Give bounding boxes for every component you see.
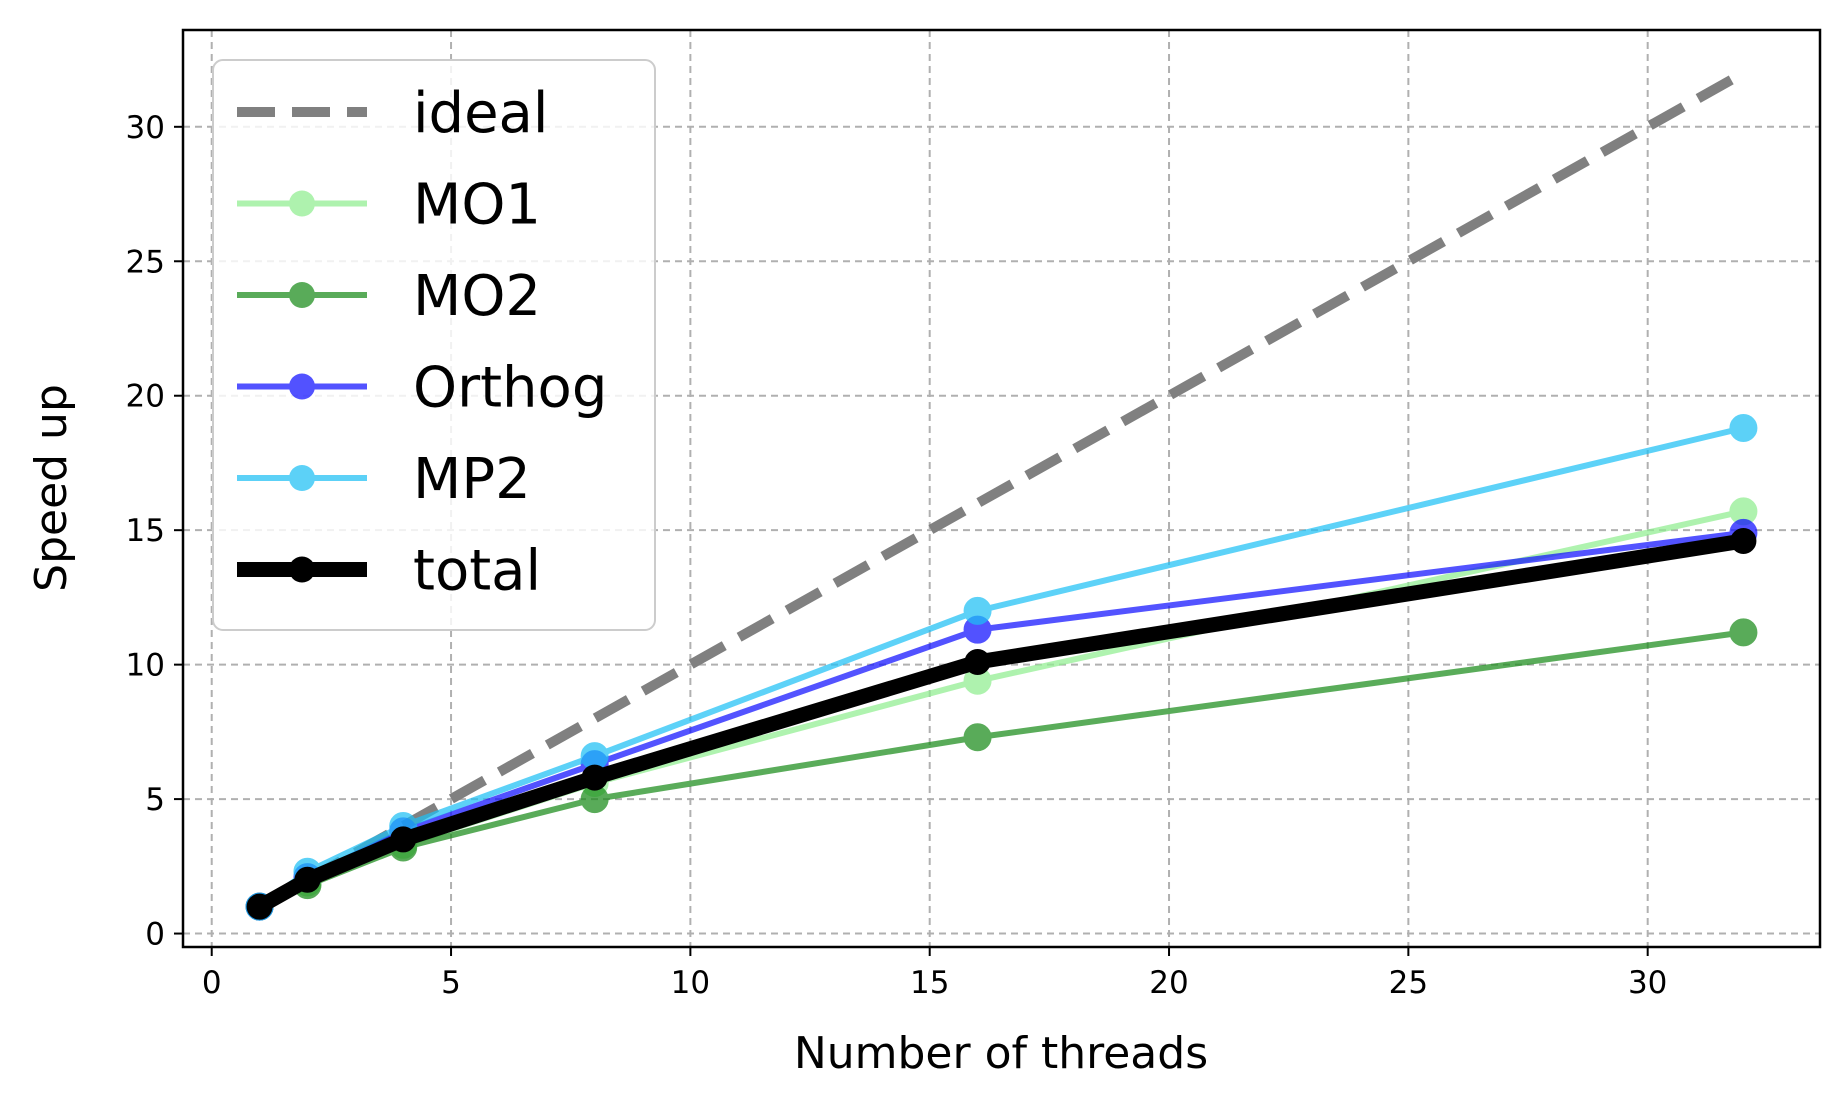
ticks: 0 5 10 15 20 25 30 0 5 10 15 20 25 30 — [126, 110, 1668, 1001]
data-point-total — [294, 866, 321, 893]
legend: ideal MO1 MO2 Orthog MP2 total — [212, 59, 656, 631]
legend-marker-mp2 — [289, 465, 315, 491]
series-ideal — [257, 68, 1746, 912]
data-point-total — [246, 893, 273, 920]
series-total — [246, 527, 1757, 920]
legend-label-ideal: ideal — [413, 81, 548, 146]
x-tick-label: 20 — [1149, 965, 1188, 1001]
y-tick-label: 0 — [145, 917, 165, 953]
legend-marker-total — [289, 556, 315, 583]
legend-label-mo2: MO2 — [413, 264, 541, 329]
y-axis-title: Speed up — [26, 384, 77, 592]
legend-entry-total — [237, 556, 367, 583]
legend-marker-mo2 — [289, 282, 315, 308]
data-point-total — [390, 826, 417, 853]
y-tick-label: 15 — [126, 513, 165, 549]
plot-frame — [181, 28, 1822, 949]
legend-marker-orthog — [289, 373, 315, 400]
y-tick-label: 30 — [126, 110, 165, 146]
x-tick-label: 10 — [671, 965, 710, 1001]
legend-entry-mp2 — [237, 465, 367, 491]
legend-entry-mo1 — [237, 190, 367, 217]
y-tick-label: 25 — [126, 244, 165, 280]
x-tick-label: 25 — [1389, 965, 1428, 1001]
legend-marker-mo1 — [289, 190, 315, 217]
x-axis-title: Number of threads — [794, 1028, 1208, 1079]
legend-label-total: total — [413, 539, 541, 604]
legend-entry-orthog — [237, 373, 367, 400]
series-group — [245, 68, 1758, 921]
data-point-mp2 — [963, 596, 992, 625]
x-tick-label: 0 — [202, 965, 222, 1001]
x-tick-label: 30 — [1628, 965, 1667, 1001]
data-point-mo2 — [1729, 618, 1758, 647]
y-tick-label: 10 — [126, 648, 165, 684]
y-tick-label: 5 — [145, 782, 165, 818]
y-tick-label: 20 — [126, 379, 165, 415]
x-tick-label: 5 — [441, 965, 461, 1001]
data-point-total — [581, 764, 608, 791]
legend-label-mo1: MO1 — [413, 173, 541, 238]
x-tick-label: 15 — [910, 965, 949, 1001]
data-point-total — [1730, 527, 1757, 554]
legend-entry-mo2 — [237, 282, 367, 308]
data-point-total — [964, 648, 991, 675]
data-point-mo2 — [963, 723, 992, 752]
data-point-mp2 — [1729, 413, 1758, 442]
series-line-ideal — [257, 68, 1746, 912]
legend-label-orthog: Orthog — [413, 356, 607, 421]
legend-label-mp2: MP2 — [413, 447, 531, 512]
